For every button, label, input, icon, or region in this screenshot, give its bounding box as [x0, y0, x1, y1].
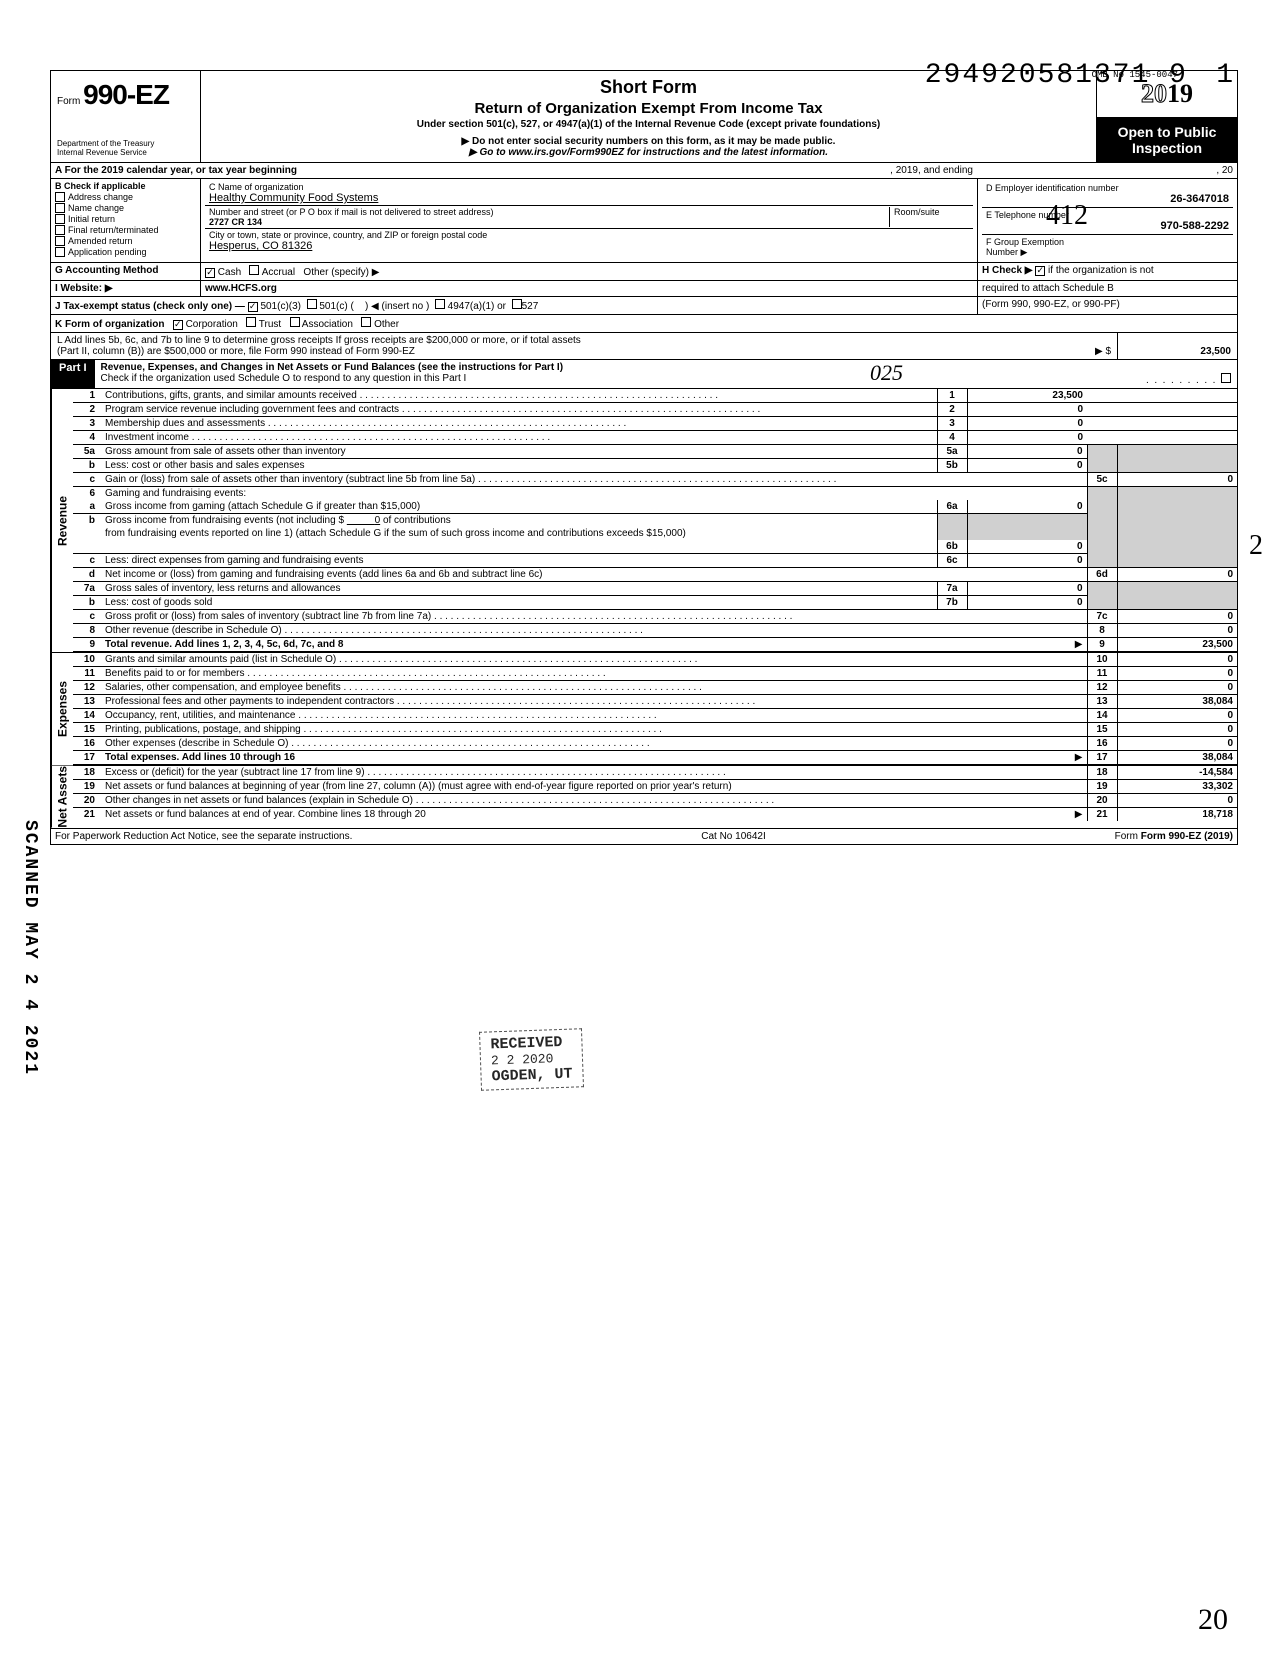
line-11: 11Benefits paid to or for members110: [73, 667, 1237, 681]
line-6a: aGross income from gaming (attach Schedu…: [73, 500, 1237, 514]
line-3: 3Membership dues and assessments30: [73, 417, 1237, 431]
cb-other-org[interactable]: [361, 317, 371, 327]
section-d-e-f: D Employer identification number26-36470…: [977, 179, 1237, 262]
section-k: K Form of organization Corporation Trust…: [51, 315, 1237, 333]
net-assets-table: 18Excess or (deficit) for the year (subt…: [73, 766, 1237, 821]
line-12: 12Salaries, other compensation, and empl…: [73, 681, 1237, 695]
line-6b-1: bGross income from fundraising events (n…: [73, 514, 1237, 528]
line-6b-2: from fundraising events reported on line…: [73, 527, 1237, 540]
cb-527[interactable]: [512, 299, 522, 309]
footer: For Paperwork Reduction Act Notice, see …: [51, 828, 1237, 844]
city-state-zip: Hesperus, CO 81326: [209, 240, 312, 252]
line-7c: cGross profit or (loss) from sales of in…: [73, 610, 1237, 624]
line-13: 13Professional fees and other payments t…: [73, 695, 1237, 709]
line-8: 8Other revenue (describe in Schedule O)8…: [73, 624, 1237, 638]
line-5c: cGain or (loss) from sale of assets othe…: [73, 473, 1237, 487]
cb-4947[interactable]: [435, 299, 445, 309]
subtitle: Under section 501(c), 527, or 4947(a)(1)…: [209, 119, 1088, 130]
line-5a: 5aGross amount from sale of assets other…: [73, 445, 1237, 459]
form-number: Form 990-EZ: [57, 79, 194, 111]
ein: 26-3647018: [986, 193, 1229, 205]
cb-501c3[interactable]: [248, 302, 258, 312]
line-20: 20Other changes in net assets or fund ba…: [73, 794, 1237, 808]
phone: 970-588-2292: [986, 220, 1229, 232]
line-6b-3: 6b0: [73, 540, 1237, 554]
cb-cash[interactable]: [205, 268, 215, 278]
line-16: 16Other expenses (describe in Schedule O…: [73, 737, 1237, 751]
cb-final-return[interactable]: Final return/terminated: [55, 225, 196, 235]
revenue-table: 1Contributions, gifts, grants, and simil…: [73, 389, 1237, 652]
form-header: Form 990-EZ Department of the Treasury I…: [51, 71, 1237, 163]
section-b-checkboxes: B Check if applicable Address change Nam…: [51, 179, 201, 262]
line-17: 17Total expenses. Add lines 10 through 1…: [73, 751, 1237, 765]
cb-amended[interactable]: Amended return: [55, 236, 196, 246]
section-i: I Website: ▶ www.HCFS.org required to at…: [51, 281, 1237, 297]
year-cell: 2019 Open to Public Inspection: [1097, 71, 1237, 162]
line-4: 4Investment income40: [73, 431, 1237, 445]
title-cell: Short Form Return of Organization Exempt…: [201, 71, 1097, 162]
open-to-public: Open to Public Inspection: [1097, 118, 1237, 162]
revenue-side-label: Revenue: [51, 389, 73, 652]
form-label-cell: Form 990-EZ Department of the Treasury I…: [51, 71, 201, 162]
section-g-h: G Accounting Method Cash Accrual Other (…: [51, 263, 1237, 281]
line-7a: 7aGross sales of inventory, less returns…: [73, 582, 1237, 596]
cb-name-change[interactable]: Name change: [55, 203, 196, 213]
short-form-title: Short Form: [209, 77, 1088, 98]
line-1: 1Contributions, gifts, grants, and simil…: [73, 389, 1237, 403]
section-j: J Tax-exempt status (check only one) — 5…: [51, 297, 1237, 315]
handwriting-20: 20: [1198, 1603, 1228, 1637]
ssn-note: ▶ Do not enter social security numbers o…: [209, 136, 1088, 147]
return-title: Return of Organization Exempt From Incom…: [209, 100, 1088, 117]
cb-association[interactable]: [290, 317, 300, 327]
cb-address-change[interactable]: Address change: [55, 192, 196, 202]
cb-initial-return[interactable]: Initial return: [55, 214, 196, 224]
tax-year: 2019: [1097, 71, 1237, 118]
line-21: 21Net assets or fund balances at end of …: [73, 808, 1237, 822]
website: www.HCFS.org: [205, 283, 277, 294]
cb-trust[interactable]: [246, 317, 256, 327]
line-18: 18Excess or (deficit) for the year (subt…: [73, 766, 1237, 780]
line-6: 6Gaming and fundraising events:: [73, 487, 1237, 501]
org-name: Healthy Community Food Systems: [209, 192, 378, 204]
line-9: 9Total revenue. Add lines 1, 2, 3, 4, 5c…: [73, 638, 1237, 652]
scanned-stamp: SCANNED MAY 2 4 2021: [20, 820, 40, 1076]
cat-number: Cat No 10642I: [701, 831, 766, 842]
cb-corporation[interactable]: [173, 320, 183, 330]
section-l: L Add lines 5b, 6c, and 7b to line 9 to …: [51, 333, 1237, 360]
part-1-header: Part I Revenue, Expenses, and Changes in…: [51, 360, 1237, 389]
line-5b: bLess: cost or other basis and sales exp…: [73, 459, 1237, 473]
net-assets-side-label: Net Assets: [51, 766, 73, 828]
cb-app-pending[interactable]: Application pending: [55, 247, 196, 257]
form-ref: Form Form 990-EZ (2019): [1115, 831, 1233, 842]
street-address: 2727 CR 134: [209, 217, 262, 227]
line-a: A For the 2019 calendar year, or tax yea…: [51, 163, 1237, 179]
gross-receipts: 23,500: [1117, 333, 1237, 359]
paperwork-notice: For Paperwork Reduction Act Notice, see …: [55, 831, 352, 842]
handwriting-2: 2: [1249, 530, 1263, 562]
line-19: 19Net assets or fund balances at beginni…: [73, 780, 1237, 794]
net-assets-section: Net Assets 18Excess or (deficit) for the…: [51, 766, 1237, 828]
line-15: 15Printing, publications, postage, and s…: [73, 723, 1237, 737]
section-c: C Name of organizationHealthy Community …: [201, 179, 977, 262]
expenses-table: 10Grants and similar amounts paid (list …: [73, 653, 1237, 765]
identity-block: B Check if applicable Address change Nam…: [51, 179, 1237, 263]
cb-schedule-o-part1[interactable]: [1221, 373, 1231, 383]
expenses-side-label: Expenses: [51, 653, 73, 765]
line-10: 10Grants and similar amounts paid (list …: [73, 653, 1237, 667]
cb-schedule-b[interactable]: [1035, 266, 1045, 276]
dept-treasury: Department of the Treasury Internal Reve…: [57, 140, 194, 158]
line-6c: cLess: direct expenses from gaming and f…: [73, 554, 1237, 568]
line-6d: dNet income or (loss) from gaming and fu…: [73, 568, 1237, 582]
cb-501c[interactable]: [307, 299, 317, 309]
line-2: 2Program service revenue including gover…: [73, 403, 1237, 417]
form-990ez: Form 990-EZ Department of the Treasury I…: [50, 70, 1238, 845]
instructions-link: ▶ Go to www.irs.gov/Form990EZ for instru…: [209, 147, 1088, 158]
cb-accrual[interactable]: [249, 265, 259, 275]
revenue-section: Revenue 1Contributions, gifts, grants, a…: [51, 389, 1237, 653]
received-stamp: RECEIVED 2 2 2020 OGDEN, UT: [479, 1028, 584, 1091]
line-14: 14Occupancy, rent, utilities, and mainte…: [73, 709, 1237, 723]
line-7b: bLess: cost of goods sold7b0: [73, 596, 1237, 610]
expenses-section: Expenses 10Grants and similar amounts pa…: [51, 653, 1237, 766]
